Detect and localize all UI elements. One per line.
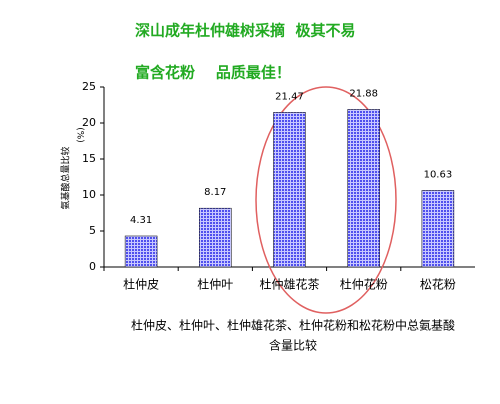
- y-axis-label: 氨基酸总量比较: [60, 146, 72, 209]
- value-label: 21.88: [349, 88, 378, 99]
- caption: 含量比较: [269, 338, 317, 353]
- bar: [347, 109, 380, 268]
- x-tick-label: 松花粉: [420, 277, 456, 292]
- x-tick-label: 杜仲皮: [123, 277, 159, 292]
- x-tick-label: 杜仲叶: [197, 277, 233, 292]
- y-axis-unit: (%): [75, 127, 85, 143]
- chart-title: 富含花粉 品质最佳！: [135, 64, 291, 82]
- caption: 杜仲皮、杜仲叶、杜仲雄花茶、杜仲花粉和松花粉中总氨基酸: [131, 318, 455, 333]
- bar: [421, 190, 455, 268]
- y-tick-label: 20: [82, 116, 96, 129]
- bar: [124, 235, 158, 268]
- y-tick-label: 10: [82, 188, 96, 201]
- highlight-ellipse: [255, 86, 397, 314]
- value-label: 10.63: [424, 169, 453, 180]
- x-tick-label: 杜仲花粉: [340, 277, 388, 292]
- y-tick-label: 5: [89, 224, 96, 237]
- x-tick-label: 杜仲雄花茶: [259, 277, 319, 292]
- y-tick-label: 15: [82, 152, 96, 165]
- value-label: 21.47: [275, 91, 304, 102]
- y-tick-label: 25: [82, 80, 96, 93]
- bar: [273, 112, 306, 268]
- chart-title: 深山成年杜仲雄树采摘 极其不易: [135, 22, 355, 40]
- value-label: 8.17: [204, 187, 226, 198]
- bar: [199, 207, 232, 268]
- y-tick-label: 0: [89, 260, 96, 273]
- value-label: 4.31: [130, 215, 152, 226]
